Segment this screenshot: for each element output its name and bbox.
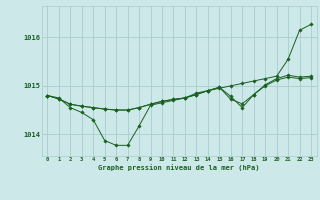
X-axis label: Graphe pression niveau de la mer (hPa): Graphe pression niveau de la mer (hPa) <box>99 164 260 171</box>
